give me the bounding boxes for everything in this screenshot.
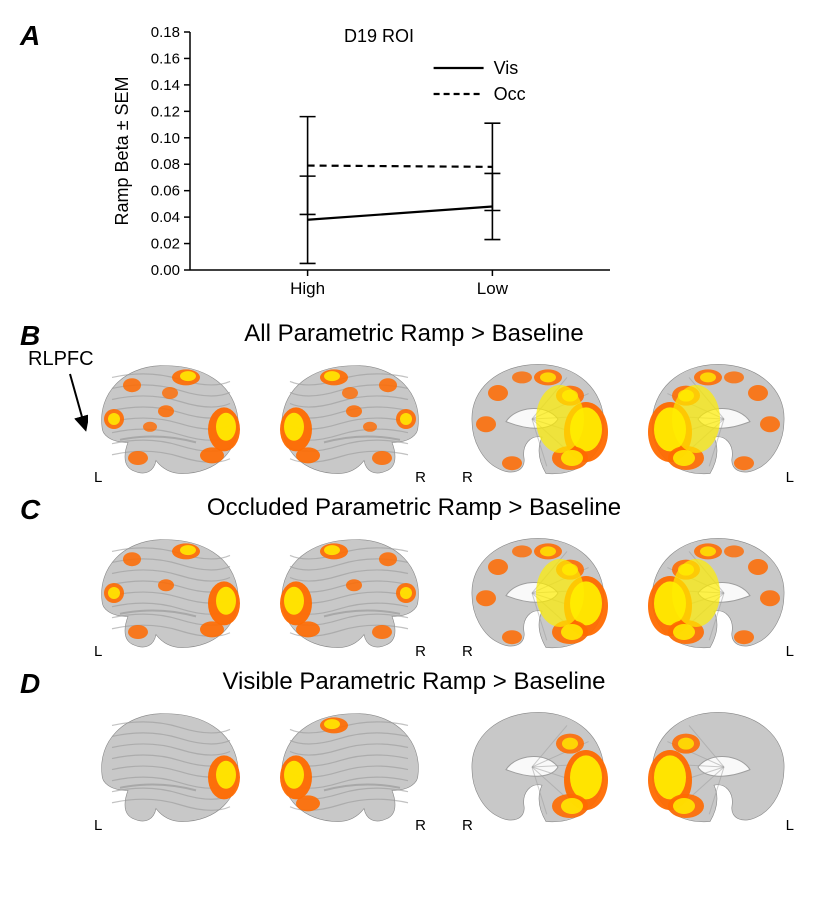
brain-svg — [452, 702, 620, 832]
brain-svg — [636, 354, 804, 484]
svg-text:0.12: 0.12 — [151, 103, 180, 120]
panel-d-brain-row: LRRL — [20, 702, 808, 832]
panel-a: A 0.000.020.040.060.080.100.120.140.160.… — [20, 20, 808, 310]
panel-a-label: A — [20, 20, 40, 52]
hemisphere-label: L — [786, 817, 794, 834]
panel-d-label: D — [20, 668, 40, 700]
brain-svg — [268, 354, 436, 484]
hemisphere-label: L — [786, 469, 794, 486]
brain-view: L — [636, 702, 804, 832]
brain-svg — [268, 702, 436, 832]
brain-view: L — [84, 702, 252, 832]
brain-svg — [636, 702, 804, 832]
brain-svg — [84, 528, 252, 658]
svg-text:0.10: 0.10 — [151, 130, 180, 147]
hemisphere-label: L — [94, 817, 102, 834]
panel-c: C Occluded Parametric Ramp > Baseline L R… — [20, 494, 808, 658]
panel-c-label: C — [20, 494, 40, 526]
svg-text:Ramp Beta ± SEM: Ramp Beta ± SEM — [112, 77, 132, 226]
panel-c-title: Occluded Parametric Ramp > Baseline — [20, 494, 808, 522]
brain-svg — [84, 702, 252, 832]
svg-text:D19 ROI: D19 ROI — [344, 26, 414, 46]
svg-text:0.00: 0.00 — [151, 262, 180, 279]
brain-svg — [452, 528, 620, 658]
hemisphere-label: L — [786, 643, 794, 660]
hemisphere-label: L — [94, 643, 102, 660]
figure-root: A 0.000.020.040.060.080.100.120.140.160.… — [20, 20, 808, 832]
brain-svg — [452, 354, 620, 484]
panel-d-title: Visible Parametric Ramp > Baseline — [20, 668, 808, 696]
svg-text:High: High — [290, 279, 325, 298]
panel-b-brain-row: LRRL — [20, 354, 808, 484]
svg-text:0.14: 0.14 — [151, 77, 180, 94]
brain-svg — [84, 354, 252, 484]
brain-view: R — [268, 528, 436, 658]
panel-d: D Visible Parametric Ramp > Baseline L R R… — [20, 668, 808, 832]
brain-view: L — [636, 354, 804, 484]
svg-text:0.02: 0.02 — [151, 236, 180, 253]
panel-a-chart: 0.00 0.02 0.04 0.06 0.08 0.10 0.12 0.14 0.16 0.18… — [110, 20, 630, 310]
svg-text:0.04: 0.04 — [151, 209, 180, 226]
brain-view: L — [84, 528, 252, 658]
svg-text:Occ: Occ — [494, 84, 526, 104]
svg-text:0.06: 0.06 — [151, 183, 180, 200]
hemisphere-label: L — [94, 469, 102, 486]
svg-text:Low: Low — [477, 279, 509, 298]
hemisphere-label: R — [462, 469, 473, 486]
brain-view: L — [84, 354, 252, 484]
hemisphere-label: R — [462, 643, 473, 660]
brain-view: R — [452, 354, 620, 484]
brain-view: L — [636, 528, 804, 658]
panel-b-title: All Parametric Ramp > Baseline — [20, 320, 808, 348]
svg-text:Vis: Vis — [494, 58, 519, 78]
svg-text:0.18: 0.18 — [151, 24, 180, 41]
panel-b: B RLPFC All Parametric Ramp > Baseline L… — [20, 320, 808, 484]
hemisphere-label: R — [415, 469, 426, 486]
brain-svg — [636, 528, 804, 658]
svg-text:0.08: 0.08 — [151, 156, 180, 173]
brain-view: R — [268, 354, 436, 484]
hemisphere-label: R — [415, 643, 426, 660]
panel-c-brain-row: LRRL — [20, 528, 808, 658]
brain-view: R — [452, 528, 620, 658]
brain-view: R — [268, 702, 436, 832]
hemisphere-label: R — [462, 817, 473, 834]
svg-text:0.16: 0.16 — [151, 50, 180, 67]
brain-view: R — [452, 702, 620, 832]
hemisphere-label: R — [415, 817, 426, 834]
brain-svg — [268, 528, 436, 658]
